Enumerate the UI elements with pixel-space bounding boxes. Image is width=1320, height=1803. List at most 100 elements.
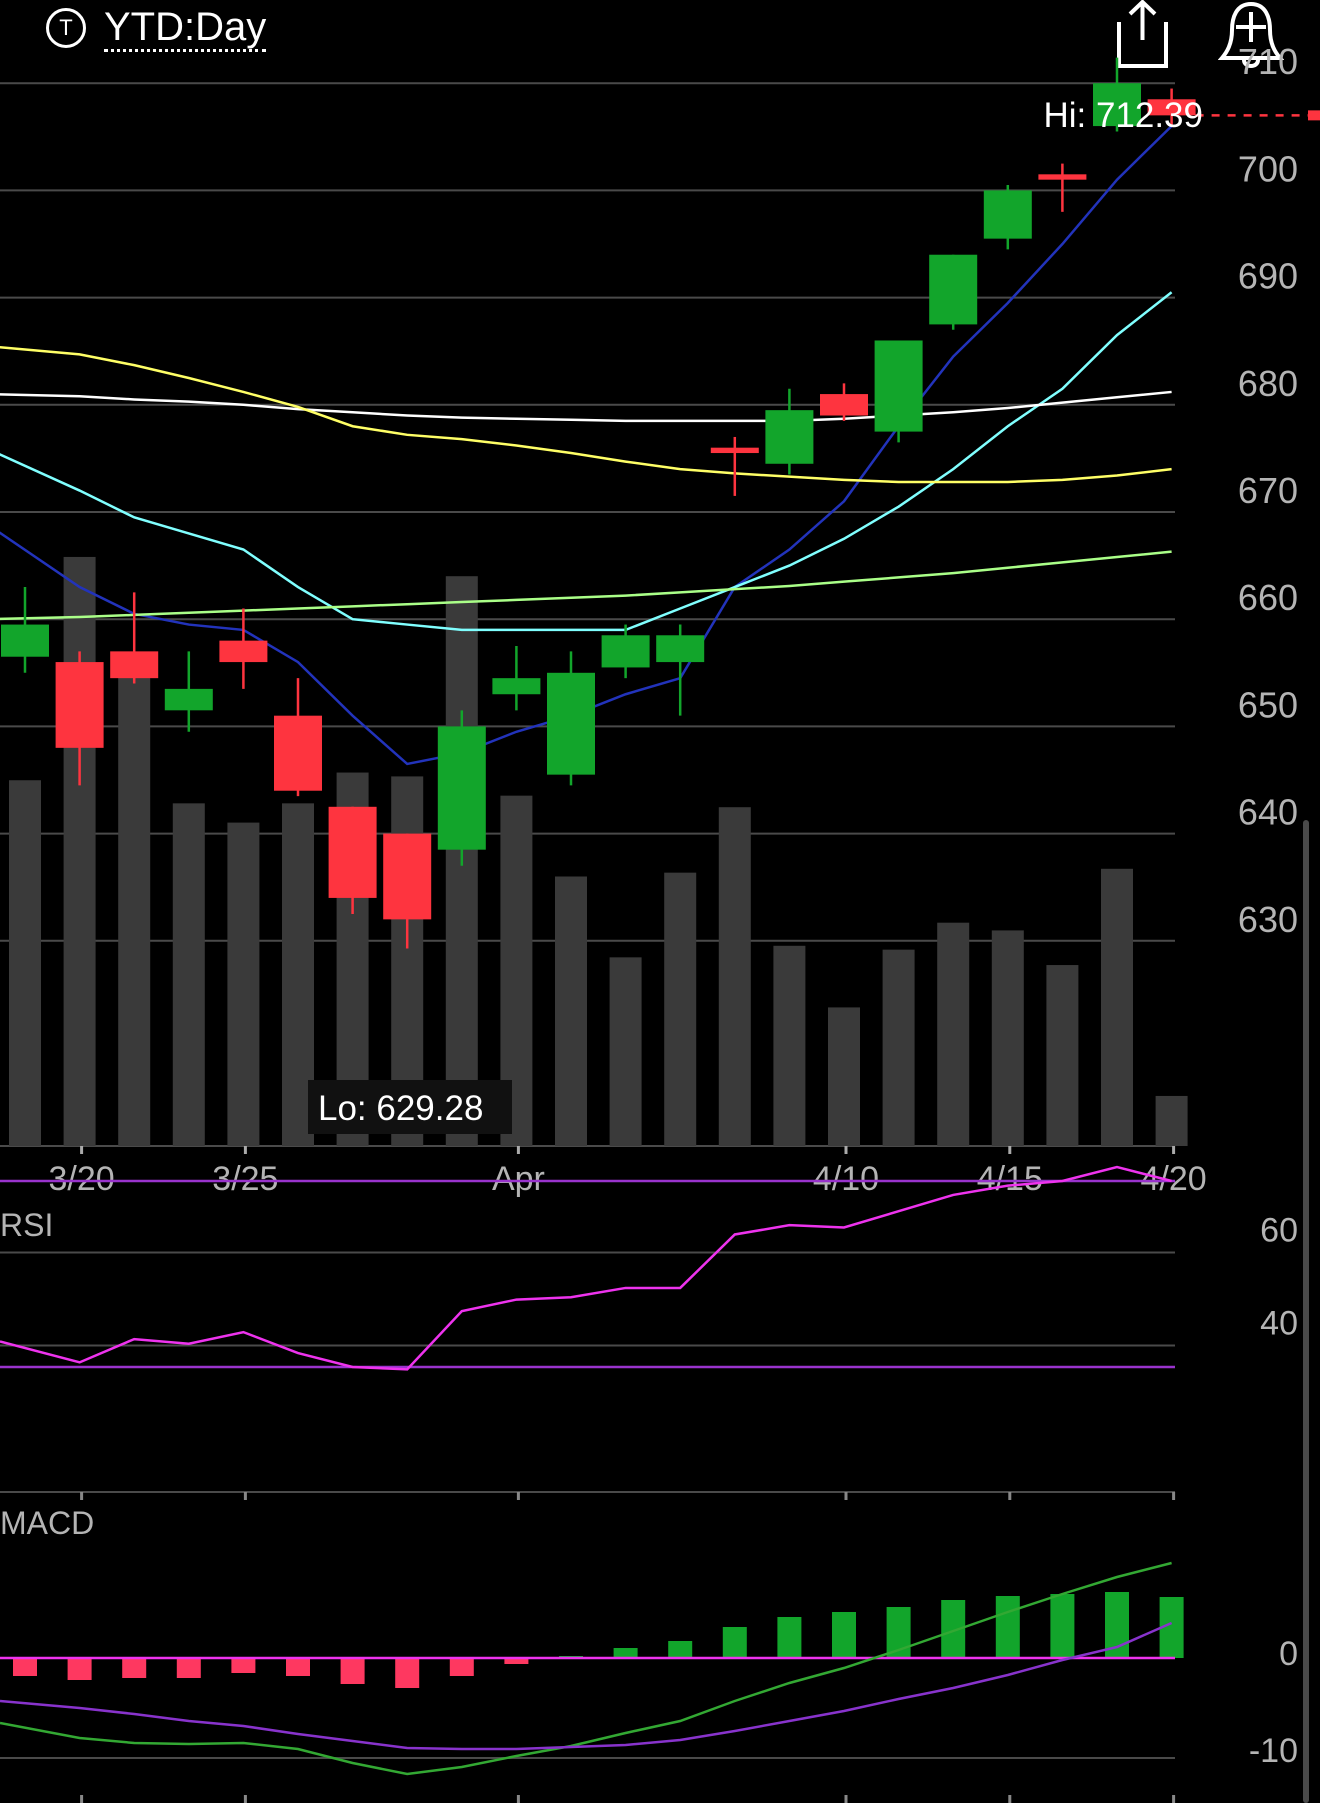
price-tick-label: 650 [1238,684,1298,725]
moving-average-lines [0,125,1173,766]
macd-title: MACD [0,1505,94,1541]
add-alert-button[interactable] [1217,0,1285,70]
macd-histogram-bar [340,1658,365,1684]
moving-average-line [0,291,1173,632]
macd-histogram-bar [1050,1594,1075,1658]
price-tick-label: 630 [1238,899,1298,940]
price-tick-label: 680 [1238,363,1298,404]
macd-histogram-bar [504,1658,529,1664]
share-button[interactable] [1110,0,1176,70]
macd-histogram-bar [286,1658,310,1676]
macd-histogram-bar [668,1641,693,1658]
low-label: Lo: 629.28 [318,1089,483,1128]
share-icon [1117,0,1168,68]
macd-histogram-bar [722,1627,747,1658]
scrollbar[interactable] [1303,820,1309,1803]
candle-body [274,715,322,791]
date-label: 3/20 [49,1160,115,1198]
candle-body [1093,83,1141,127]
range-label: YTD:Day [104,5,267,52]
volume-bar [9,780,41,1146]
candle-body [547,672,595,775]
candle-body [219,640,268,663]
moving-average-line [0,345,1172,484]
macd-histogram-bar [122,1658,147,1678]
macd-tick-label: -10 [1249,1732,1298,1770]
price-tick-label: 700 [1238,148,1298,189]
rsi-line [0,1165,1172,1371]
price-tick-label: 670 [1238,470,1298,511]
range-selector-button[interactable]: T YTD:Day [46,4,267,52]
candle-body [437,726,486,850]
candle-body [55,662,104,748]
volume-bar [718,807,751,1146]
volume-bar [555,876,587,1146]
macd-tick-label: 0 [1279,1635,1298,1673]
candle-body [1038,174,1087,180]
date-label: Apr [492,1160,545,1198]
volume-bar [991,930,1024,1146]
price-tick-label: 640 [1238,792,1298,833]
macd-histogram-bar [176,1658,201,1678]
candle-body [383,833,432,920]
candle-body [601,635,650,668]
candle-body [983,190,1032,239]
volume-bar [227,822,260,1146]
candle-body [328,806,377,898]
date-label: 4/10 [813,1160,879,1198]
macd-histogram-bar [13,1658,37,1676]
candle-body [164,688,213,711]
volume-bar [609,957,642,1146]
macd-histogram-bar [832,1612,856,1658]
grid-lines [0,82,1175,1147]
moving-average-line [0,125,1173,766]
macd-histogram-bar [67,1658,92,1680]
candle-body [656,635,705,663]
rsi-title: RSI [0,1207,53,1243]
moving-average-line [0,390,1172,423]
macd-panel: MACD 0 -10 [0,1505,1298,1803]
volume-bar [882,949,915,1146]
price-tick-label: 660 [1238,577,1298,618]
candle-body [820,394,868,416]
volume-bar [937,922,970,1146]
volume-bar [1046,965,1079,1146]
macd-histogram-bar [231,1658,256,1673]
price-tick-label: 710 [1238,41,1298,82]
candle-body [1,624,49,657]
date-label: 4/15 [977,1160,1043,1198]
macd-signal-line [0,1621,1173,1751]
volume-bar [773,945,806,1146]
macd-histogram-bar [613,1648,638,1658]
macd-histogram-bar [395,1658,420,1688]
top-bar: T YTD:Day [0,0,1320,80]
volume-bar [828,1007,860,1146]
volume-bars [9,556,1188,1146]
volume-bar [1101,868,1133,1146]
high-label: Hi: 712.39 [1043,96,1203,135]
candle-body [874,340,923,432]
candlesticks [1,57,1196,949]
candle-body [710,447,759,454]
candle-body [492,678,541,695]
macd-histogram-bar [449,1658,474,1676]
volume-bar [172,803,205,1146]
date-label: 4/20 [1141,1160,1207,1198]
last-price-marker [1308,110,1320,121]
macd-histogram-bar [995,1596,1020,1658]
volume-bar [1155,1095,1188,1146]
rsi-panel: RSI 60 40 [0,1165,1298,1500]
rsi-tick-label: 60 [1260,1212,1298,1250]
candle-body [929,254,978,325]
date-label: 3/25 [212,1160,278,1198]
volume-bar [118,653,151,1146]
price-tick-label: 690 [1238,256,1298,297]
candle-body [765,410,814,464]
candle-body [1147,99,1196,116]
moving-average-line [0,550,1172,621]
volume-bar [63,556,96,1146]
add-alert-icon [1217,1,1285,68]
macd-histogram-bar [777,1617,802,1658]
low-label-bg [308,1080,512,1134]
